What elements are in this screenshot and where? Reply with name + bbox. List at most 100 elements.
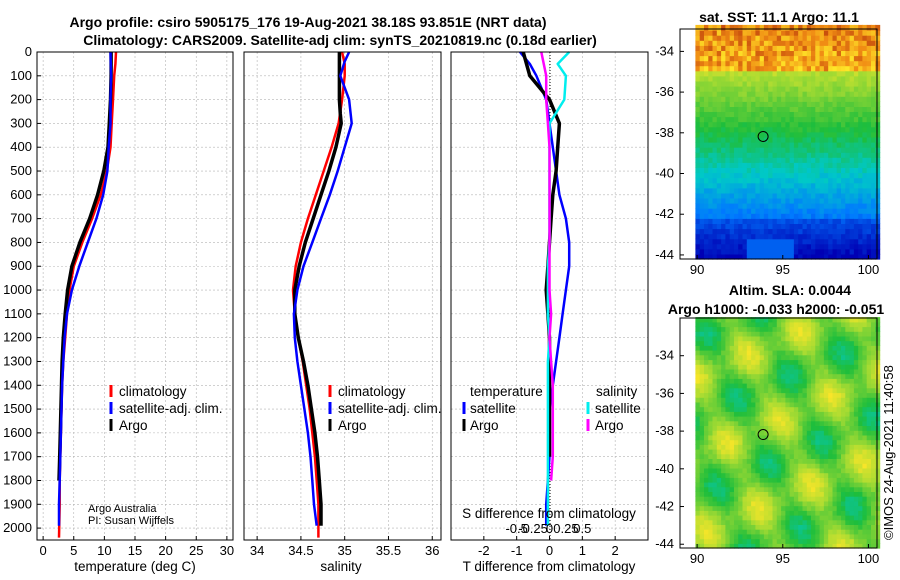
heatmap-cell (746, 111, 752, 118)
heatmap-cell (845, 397, 851, 403)
heatmap-cell (704, 430, 709, 436)
heatmap-cell (845, 496, 851, 502)
heatmap-cell (793, 131, 799, 138)
heatmap-cell (798, 101, 804, 107)
heatmap-cell (746, 142, 752, 148)
heatmap-cell (725, 538, 731, 544)
heatmap-cell (845, 121, 851, 128)
heatmap-cell (734, 136, 739, 143)
heatmap-cell (734, 203, 739, 209)
heatmap-cell (823, 157, 829, 163)
heatmap-cell (798, 142, 804, 148)
heatmap-cell (871, 45, 876, 51)
heatmap-cell (858, 416, 864, 422)
heatmap-cell (768, 397, 774, 403)
heatmap-cell (768, 392, 774, 398)
heatmap-cell (755, 449, 761, 455)
heatmap-cell (768, 406, 774, 412)
heatmap-cell (789, 192, 795, 199)
heatmap-cell (704, 420, 709, 426)
heatmap-cell (712, 467, 718, 474)
heatmap-cell (802, 187, 808, 194)
heatmap-cell (832, 106, 838, 112)
heatmap-cell (793, 111, 799, 118)
heatmap-cell (776, 24, 782, 31)
heatmap-cell (699, 228, 705, 235)
heatmap-cell (853, 131, 859, 138)
heatmap-cell (871, 401, 876, 408)
heatmap-cell (704, 486, 709, 492)
heatmap-cell (853, 65, 859, 72)
heatmap-cell (742, 80, 748, 87)
heatmap-cell (781, 24, 786, 31)
heatmap-cell (708, 510, 714, 516)
heatmap-cell (725, 131, 731, 138)
heatmap-cell (802, 147, 808, 153)
heatmap-cell (819, 208, 825, 214)
heatmap-cell (763, 467, 769, 474)
heatmap-cell (798, 238, 804, 245)
sst-map: sat. SST: 11.1 Argo: 11.1 90 95 100 -34-36… (655, 9, 881, 277)
heatmap-cell (785, 321, 791, 328)
heatmap-cell (836, 510, 842, 516)
heatmap-cell (871, 529, 876, 535)
heatmap-cell (871, 387, 876, 394)
imos-timestamp: ©IMOS 24-Aug-2021 11:40:58 (881, 365, 896, 540)
heatmap-cell (751, 96, 756, 102)
heatmap-cell (712, 482, 718, 488)
heatmap-cell (806, 317, 812, 323)
heatmap-cell (858, 359, 864, 365)
heatmap-cell (866, 223, 872, 230)
heatmap-cell (819, 354, 825, 361)
heatmap-cell (712, 136, 718, 143)
heatmap-cell (853, 434, 859, 441)
heatmap-cell (738, 203, 744, 209)
heatmap-cell (704, 439, 709, 445)
heatmap-cell (793, 106, 799, 112)
heatmap-cell (828, 80, 834, 87)
heatmap-cell (875, 331, 881, 337)
heatmap-cell (793, 449, 799, 455)
heatmap-cell (853, 335, 859, 342)
heatmap-cell (789, 321, 795, 328)
heatmap-cell (815, 213, 821, 219)
heatmap-cell (759, 91, 765, 97)
heatmap-cell (738, 24, 744, 31)
heatmap-cell (763, 111, 769, 118)
heatmap-cell (793, 101, 799, 107)
heatmap-cell (746, 243, 752, 250)
heatmap-cell (832, 449, 838, 455)
heatmap-cell (695, 182, 701, 189)
heatmap-cell (793, 430, 799, 436)
heatmap-cell (781, 243, 786, 250)
heatmap-cell (755, 491, 761, 497)
heatmap-cell (841, 378, 846, 384)
heatmap-cell (772, 326, 778, 332)
heatmap-cell (819, 106, 825, 112)
heatmap-cell (849, 444, 855, 450)
heatmap-cell (806, 359, 812, 365)
heatmap-cell (781, 444, 786, 450)
heatmap-cell (729, 543, 735, 549)
heatmap-cell (789, 505, 795, 511)
heatmap-cell (721, 203, 726, 209)
heatmap-cell (836, 458, 842, 464)
heatmap-cell (862, 397, 868, 403)
heatmap-cell (806, 496, 812, 502)
heatmap-cell (841, 434, 846, 441)
heatmap-cell (806, 65, 812, 72)
heatmap-cell (742, 482, 748, 488)
heatmap-cell (793, 538, 799, 544)
heatmap-cell (811, 538, 816, 544)
heatmap-cell (811, 458, 816, 464)
heatmap-cell (699, 157, 705, 163)
heatmap-cell (811, 187, 816, 194)
heatmap-cell (871, 350, 876, 356)
heatmap-cell (725, 439, 731, 445)
heatmap-cell (708, 55, 714, 62)
heatmap-cell (845, 482, 851, 488)
heatmap-cell (862, 253, 868, 260)
heatmap-cell (871, 397, 876, 403)
heatmap-cell (789, 238, 795, 245)
heatmap-cell (746, 35, 752, 41)
